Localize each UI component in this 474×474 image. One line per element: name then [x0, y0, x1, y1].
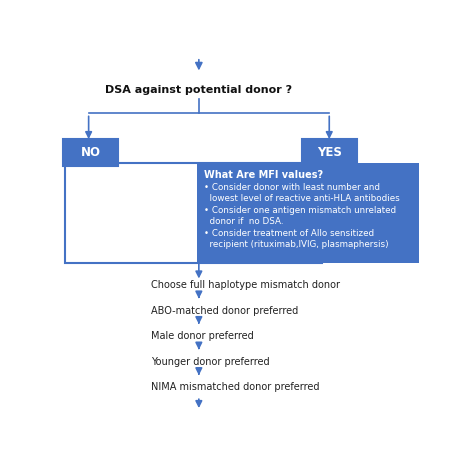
FancyBboxPatch shape [63, 139, 118, 166]
FancyBboxPatch shape [197, 163, 419, 263]
FancyBboxPatch shape [301, 139, 357, 166]
Text: What Are MFI values?: What Are MFI values? [204, 170, 323, 180]
Text: DSA against potential donor ?: DSA against potential donor ? [105, 85, 292, 95]
Text: Younger donor preferred: Younger donor preferred [151, 356, 270, 366]
Text: Choose full haplotype mismatch donor: Choose full haplotype mismatch donor [151, 280, 340, 290]
Text: NIMA mismatched donor preferred: NIMA mismatched donor preferred [151, 382, 319, 392]
Text: NO: NO [81, 146, 100, 159]
Text: ABO-matched donor preferred: ABO-matched donor preferred [151, 306, 298, 316]
Text: Male donor preferred: Male donor preferred [151, 331, 254, 341]
Text: YES: YES [317, 146, 342, 159]
Text: • Consider donor with least number and
  lowest level of reactive anti-HLA antib: • Consider donor with least number and l… [204, 183, 400, 249]
